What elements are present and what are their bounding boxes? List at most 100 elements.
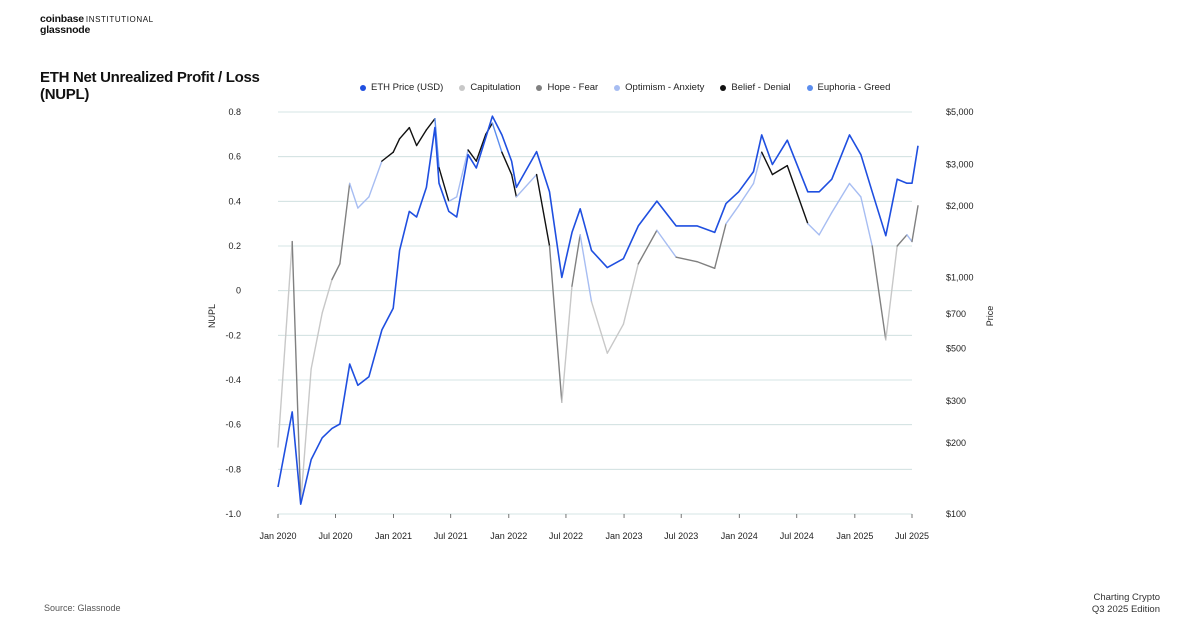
x-tick-label: Jan 2024 xyxy=(721,531,758,541)
nupl-segment xyxy=(548,245,563,404)
nupl-segment xyxy=(737,182,755,207)
nupl-segment xyxy=(339,182,351,265)
y-tick-label: -0.6 xyxy=(225,420,241,430)
nupl-segment xyxy=(277,240,293,448)
nupl-segment xyxy=(713,222,727,270)
nupl-segment xyxy=(357,196,370,209)
legend-item: ETH Price (USD) xyxy=(360,82,443,93)
nupl-segment xyxy=(860,196,873,247)
y-tick-label: 0.6 xyxy=(228,152,241,162)
y-tick-label: 0.2 xyxy=(228,241,241,251)
y2-tick-label: $1,000 xyxy=(946,272,974,282)
nupl-segment xyxy=(310,312,323,370)
nupl-segment xyxy=(438,167,450,203)
y2-tick-label: $300 xyxy=(946,396,966,406)
x-tick-label: Jan 2023 xyxy=(606,531,643,541)
brand-logo: coinbase INSTITUTIONAL glassnode xyxy=(40,14,154,36)
y2-tick-label: $100 xyxy=(946,509,966,519)
nupl-segment xyxy=(491,122,503,153)
y2-tick-label: $3,000 xyxy=(946,159,974,169)
nupl-segment xyxy=(807,222,820,236)
nupl-segment xyxy=(515,173,538,198)
nupl-segment xyxy=(786,164,809,225)
nupl-segment xyxy=(906,234,913,243)
chart-title: ETH Net Unrealized Profit / Loss (NUPL) xyxy=(40,69,260,103)
nupl-segment xyxy=(871,245,887,341)
nupl-segment xyxy=(415,129,428,147)
legend-label: Optimism - Anxiety xyxy=(625,82,705,93)
nupl-segment xyxy=(321,278,333,314)
y2-axis-title: Price xyxy=(985,306,995,327)
nupl-segment xyxy=(561,285,573,404)
coinbase-logo-text: coinbase xyxy=(40,13,84,25)
edition-line-2: Q3 2025 Edition xyxy=(1091,604,1160,615)
nupl-segment xyxy=(398,126,411,140)
y-axis-title: NUPL xyxy=(207,304,217,328)
nupl-segment xyxy=(606,323,625,354)
legend-item: Hope - Fear xyxy=(536,82,598,93)
nupl-segment xyxy=(885,245,898,341)
nupl-segment xyxy=(771,164,788,176)
nupl-segment xyxy=(656,229,677,258)
legend-label: Capitulation xyxy=(470,82,521,93)
legend-swatch xyxy=(720,84,727,91)
y2-tick-label: $200 xyxy=(946,438,966,448)
x-tick-label: Jan 2025 xyxy=(836,531,873,541)
nupl-segment xyxy=(456,149,469,198)
nupl-segment xyxy=(475,133,487,162)
nupl-segment xyxy=(675,256,698,263)
nupl-segment xyxy=(590,301,609,354)
nupl-segment xyxy=(848,182,862,198)
nupl-segment xyxy=(408,126,418,147)
nupl-segment xyxy=(348,182,359,209)
legend-item: Belief - Denial xyxy=(720,82,791,93)
x-tick-label: Jul 2024 xyxy=(780,531,814,541)
legend-swatch xyxy=(459,84,466,91)
nupl-segment xyxy=(571,234,581,287)
nupl-segment xyxy=(425,117,436,131)
edition-line-1: Charting Crypto xyxy=(1093,592,1160,603)
legend-label: Belief - Denial xyxy=(731,82,791,93)
nupl-segment xyxy=(300,368,312,504)
y-tick-label: 0.4 xyxy=(228,196,241,206)
nupl-segment xyxy=(725,205,740,225)
nupl-segment xyxy=(501,151,513,176)
y-tick-label: 0 xyxy=(236,286,241,296)
nupl-segment xyxy=(535,173,551,247)
legend-item: Capitulation xyxy=(459,82,520,93)
x-tick-label: Jan 2020 xyxy=(259,531,296,541)
x-tick-label: Jul 2021 xyxy=(434,531,468,541)
nupl-segment xyxy=(896,234,908,247)
y-tick-label: -0.8 xyxy=(225,464,241,474)
nupl-segment xyxy=(637,229,658,265)
institutional-logo-text: INSTITUTIONAL xyxy=(85,15,154,24)
nupl-segment xyxy=(831,182,851,214)
legend-item: Optimism - Anxiety xyxy=(614,82,704,93)
legend-label: Hope - Fear xyxy=(547,82,599,93)
y-tick-label: -0.2 xyxy=(225,330,241,340)
nupl-segment xyxy=(818,211,833,236)
x-tick-label: Jul 2020 xyxy=(318,531,352,541)
legend-swatch xyxy=(614,84,621,91)
y-tick-label: -0.4 xyxy=(225,375,241,385)
nupl-segment xyxy=(291,240,302,504)
legend-label: ETH Price (USD) xyxy=(371,82,444,93)
legend-label: Euphoria - Greed xyxy=(817,82,891,93)
x-tick-label: Jul 2022 xyxy=(549,531,583,541)
nupl-segment xyxy=(911,205,919,243)
y-tick-label: -1.0 xyxy=(225,509,241,519)
y2-tick-label: $2,000 xyxy=(946,201,974,211)
nupl-segment xyxy=(510,173,518,198)
x-tick-label: Jul 2023 xyxy=(664,531,698,541)
nupl-segment xyxy=(579,234,593,303)
x-tick-label: Jan 2022 xyxy=(490,531,527,541)
y2-tick-label: $700 xyxy=(946,309,966,319)
chart-legend: ETH Price (USD) Capitulation Hope - Fear Op… xyxy=(360,82,890,93)
nupl-segment xyxy=(622,263,639,325)
nupl-segment xyxy=(761,151,774,176)
nupl-segment xyxy=(434,117,440,169)
nupl-segment xyxy=(448,196,458,203)
nupl-segment xyxy=(392,138,401,153)
y2-tick-label: $5,000 xyxy=(946,107,974,117)
